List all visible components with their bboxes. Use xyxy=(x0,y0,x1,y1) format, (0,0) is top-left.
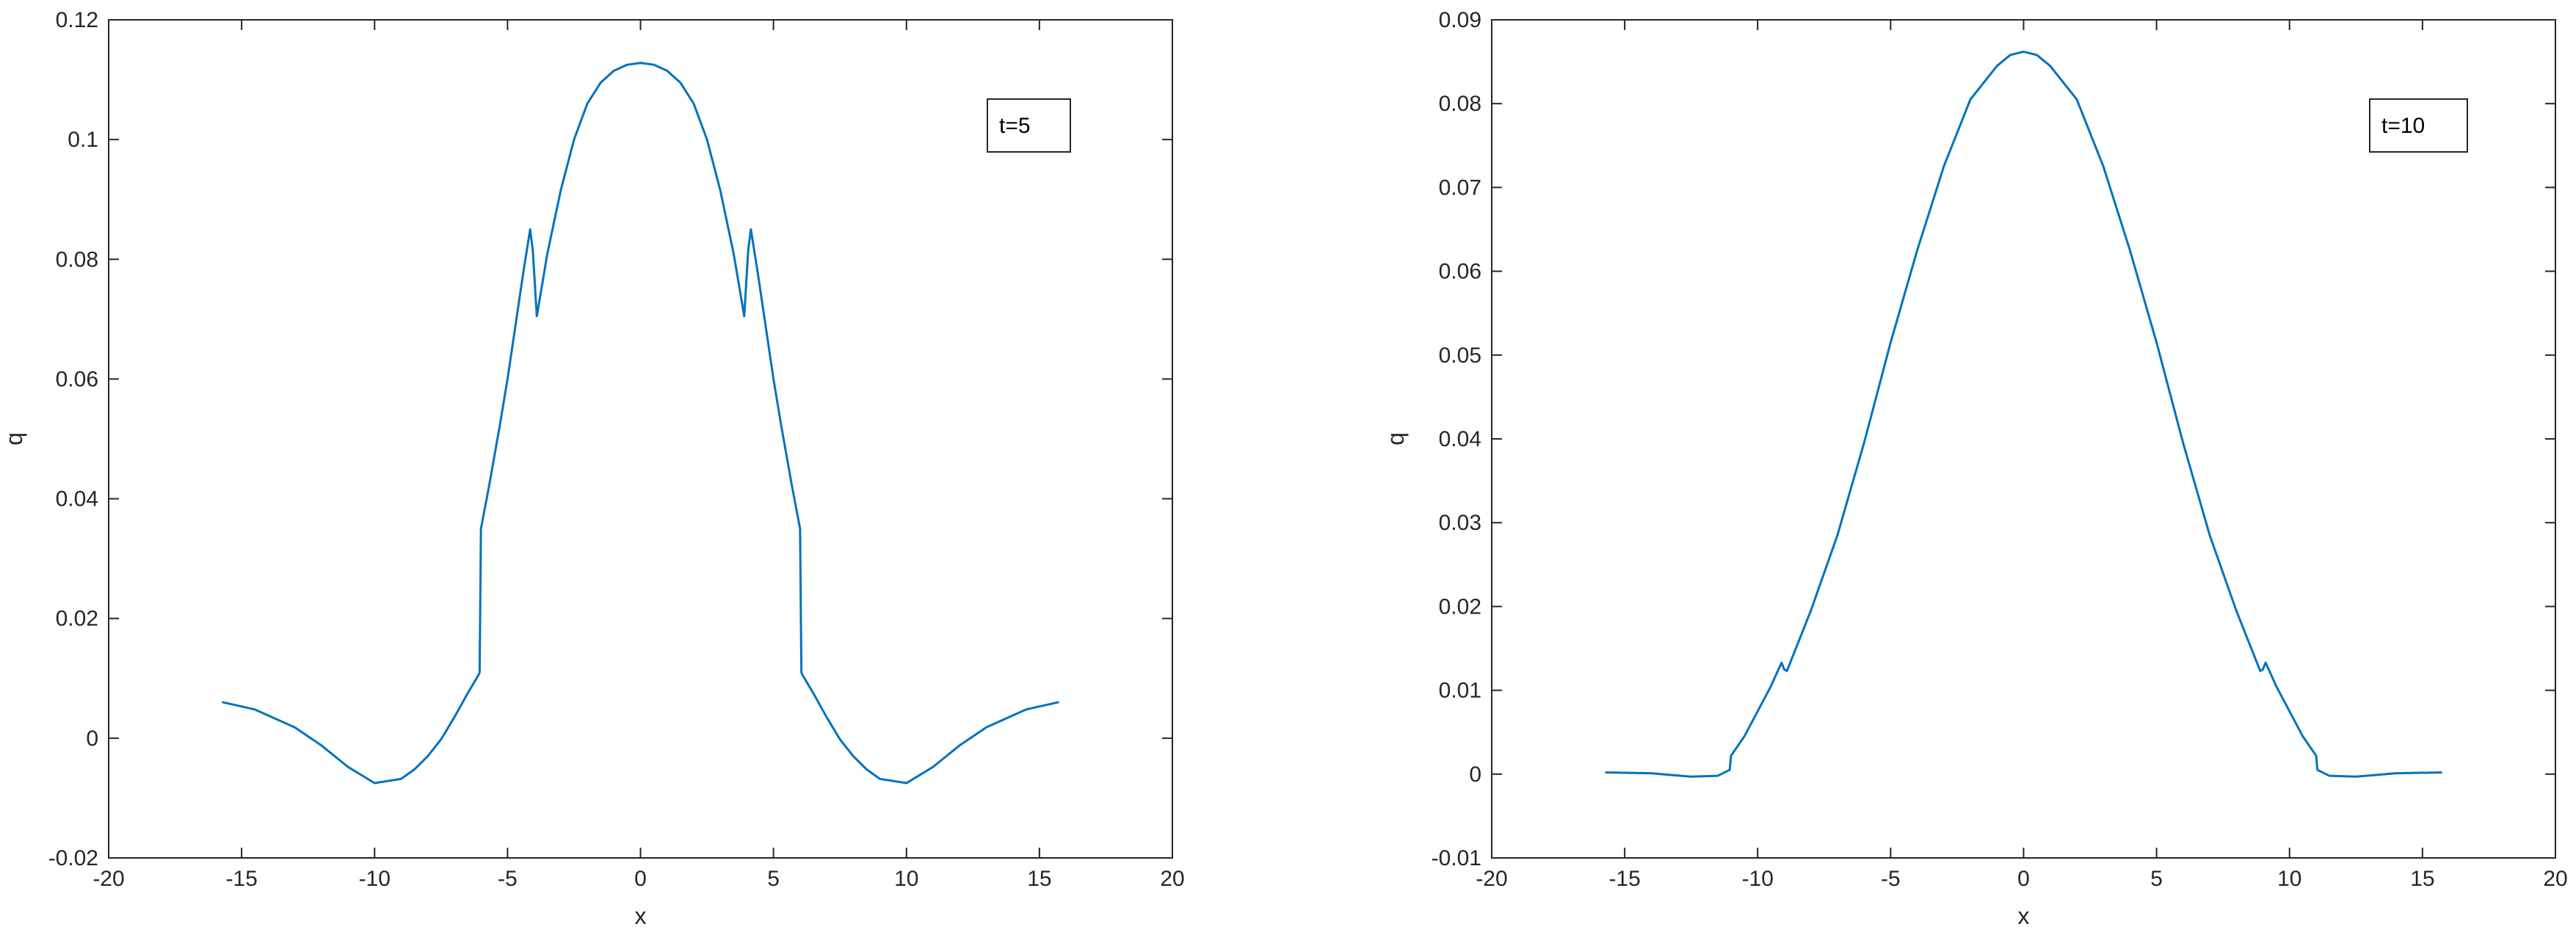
x-axis-label: x xyxy=(2018,903,2030,929)
y-tick-label: 0.12 xyxy=(56,8,98,32)
x-tick-label: -10 xyxy=(359,867,391,891)
legend-label: t=5 xyxy=(999,114,1031,138)
y-tick-label: 0.05 xyxy=(1439,343,1481,368)
y-tick-label: 0 xyxy=(1469,763,1481,787)
y-tick-label: 0.06 xyxy=(56,367,98,391)
chart-left: -20 -15 -10 -5 0 5 10 15 20 -0.02 0 0.02 0.04 0.06 0.0… xyxy=(1,8,1185,929)
x-tick-label: 5 xyxy=(767,867,780,891)
y-axis-label: q xyxy=(1382,432,1409,445)
chart-right: -20 -15 -10 -5 0 5 10 15 20 -0.01 0 0.01 0.02 0.03 0.0… xyxy=(1382,8,2568,929)
x-tick-label: 20 xyxy=(1160,867,1184,891)
y-tick-label: 0 xyxy=(86,727,98,751)
x-tick-label: -20 xyxy=(92,867,124,891)
y-tick-label: 0.07 xyxy=(1439,175,1481,200)
x-tick-label: -15 xyxy=(1608,867,1640,891)
series-line xyxy=(222,62,1059,785)
x-tick-label: 5 xyxy=(2150,867,2163,891)
x-axis-label: x xyxy=(635,903,647,929)
legend-box xyxy=(2369,98,2468,153)
x-tick-label: -15 xyxy=(225,867,257,891)
x-tick-label: -5 xyxy=(498,867,518,891)
y-axis-label: q xyxy=(1,432,27,445)
y-tick-label: 0.03 xyxy=(1439,511,1481,535)
y-tick-label: -0.02 xyxy=(48,846,98,870)
x-tick-label: 20 xyxy=(2543,867,2567,891)
x-tick-label: 0 xyxy=(2017,867,2030,891)
x-tick-label: 10 xyxy=(894,867,918,891)
y-tick-label: 0.04 xyxy=(56,487,98,512)
x-tick-label: -20 xyxy=(1476,867,1507,891)
x-tick-label: -5 xyxy=(1881,867,1901,891)
y-tick-label: 0.02 xyxy=(56,607,98,631)
y-tick-label: 0.01 xyxy=(1439,679,1481,703)
y-tick-label: -0.01 xyxy=(1432,846,1481,870)
series-line xyxy=(1605,50,2442,778)
y-tick-label: 0.1 xyxy=(68,128,98,152)
y-tick-label: 0.06 xyxy=(1439,260,1481,284)
y-tick-label: 0.08 xyxy=(1439,92,1481,116)
y-tick-label: 0.08 xyxy=(56,247,98,272)
x-tick-label: 0 xyxy=(634,867,647,891)
y-tick-label: 0.02 xyxy=(1439,594,1481,619)
x-tick-label: 15 xyxy=(2410,867,2434,891)
x-tick-label: 10 xyxy=(2277,867,2301,891)
legend-label: t=10 xyxy=(2381,114,2425,138)
y-tick-label: 0.09 xyxy=(1439,8,1481,32)
x-tick-label: 15 xyxy=(1027,867,1051,891)
x-tick-label: -10 xyxy=(1742,867,1774,891)
y-tick-label: 0.04 xyxy=(1439,427,1481,451)
legend-box xyxy=(987,98,1071,153)
